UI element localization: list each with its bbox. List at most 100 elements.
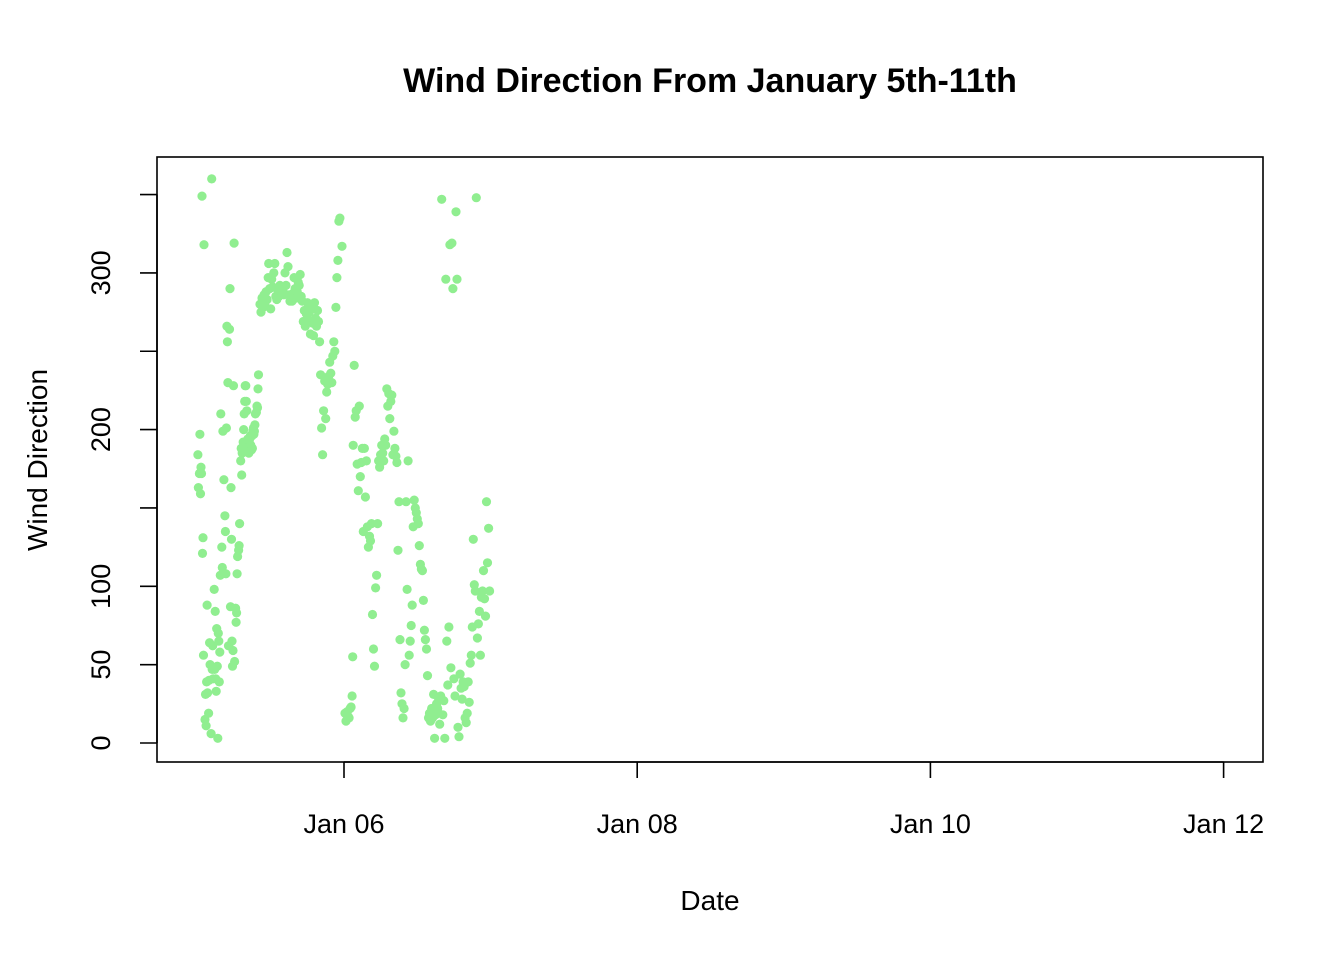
data-point — [439, 696, 449, 706]
data-point — [348, 440, 358, 450]
data-point — [222, 337, 232, 347]
data-point — [294, 280, 304, 290]
data-point — [464, 697, 474, 707]
data-point — [417, 566, 427, 576]
data-points — [193, 174, 495, 743]
data-point — [318, 450, 328, 460]
data-point — [204, 708, 214, 718]
data-point — [360, 492, 370, 502]
data-point — [450, 691, 460, 701]
data-point — [438, 710, 448, 720]
data-point — [242, 406, 252, 416]
data-point — [322, 387, 332, 397]
data-point — [335, 213, 345, 223]
data-point — [442, 636, 452, 646]
data-point — [361, 456, 371, 466]
data-point — [396, 688, 406, 698]
data-point — [468, 534, 478, 544]
data-point — [465, 658, 475, 668]
data-point — [475, 650, 485, 660]
data-point — [444, 622, 454, 632]
data-point — [321, 414, 331, 424]
x-axis: Jan 06 Jan 08 Jan 10 Jan 12 — [303, 761, 1264, 839]
data-point — [198, 650, 209, 660]
data-point — [195, 489, 206, 499]
data-point — [269, 268, 279, 278]
data-point — [347, 691, 357, 701]
data-point — [369, 661, 380, 671]
data-point — [482, 558, 493, 568]
data-point — [229, 238, 239, 248]
y-tick-label: 0 — [86, 735, 116, 750]
data-point — [225, 284, 235, 294]
data-point — [241, 381, 251, 391]
data-point — [447, 238, 457, 248]
data-point — [398, 713, 408, 723]
data-point — [461, 718, 471, 728]
data-point — [217, 542, 227, 552]
data-point — [202, 600, 212, 610]
data-point — [359, 443, 369, 453]
data-point — [462, 708, 472, 718]
data-point — [430, 733, 440, 743]
data-point — [402, 584, 412, 595]
data-point — [330, 346, 340, 356]
data-point — [385, 414, 395, 424]
data-point — [420, 635, 430, 645]
data-point — [250, 420, 260, 430]
data-point — [213, 733, 223, 743]
y-tick-label: 200 — [86, 407, 116, 452]
data-point — [309, 298, 320, 308]
data-point — [313, 316, 324, 327]
data-point — [308, 331, 319, 341]
data-point — [484, 523, 494, 533]
data-point — [448, 284, 458, 294]
data-point — [214, 677, 224, 687]
data-point — [478, 566, 489, 576]
data-point — [471, 193, 481, 203]
data-point — [199, 240, 209, 250]
data-point — [216, 409, 226, 419]
data-point — [232, 608, 242, 618]
data-point — [372, 570, 382, 580]
data-point — [395, 635, 405, 645]
data-point — [472, 633, 482, 643]
data-point — [215, 647, 225, 657]
data-point — [477, 586, 488, 596]
data-point — [295, 269, 305, 280]
data-point — [379, 456, 389, 466]
data-point — [327, 378, 337, 388]
x-tick-label: Jan 10 — [890, 809, 971, 839]
data-point — [213, 628, 223, 638]
data-point — [198, 533, 208, 543]
data-point — [221, 569, 231, 579]
data-point — [220, 511, 230, 521]
data-point — [236, 456, 246, 466]
y-axis-label: Wind Direction — [22, 369, 53, 551]
data-point — [378, 448, 388, 458]
data-point — [315, 337, 325, 347]
data-point — [203, 688, 213, 698]
data-point — [466, 650, 476, 660]
data-point — [348, 652, 358, 662]
data-point — [214, 636, 224, 646]
data-point — [221, 423, 231, 433]
data-point — [387, 390, 397, 400]
data-point — [224, 324, 235, 334]
data-point — [230, 656, 240, 667]
data-point — [262, 294, 272, 305]
data-point — [451, 207, 461, 217]
data-point — [234, 541, 244, 551]
data-point — [211, 686, 221, 696]
data-point — [399, 703, 409, 714]
data-point — [389, 426, 399, 436]
data-point — [441, 274, 451, 284]
data-point — [346, 702, 356, 712]
data-point — [283, 262, 293, 272]
data-point — [394, 497, 404, 507]
data-point — [368, 644, 379, 654]
data-point — [253, 370, 264, 380]
data-point — [355, 472, 365, 482]
data-point — [312, 305, 323, 316]
